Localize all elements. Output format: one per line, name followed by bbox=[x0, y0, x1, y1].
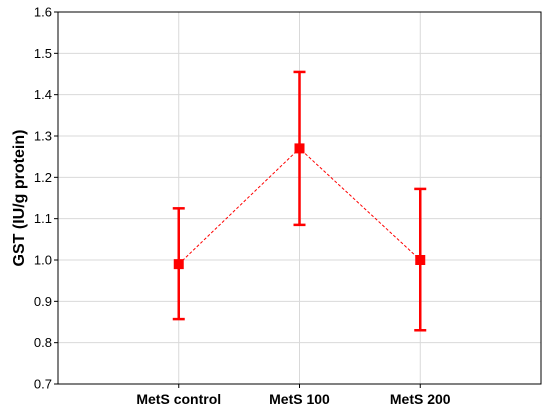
y-tick-label: 0.9 bbox=[34, 294, 52, 309]
axis-labels: 0.7 0.8 0.9 1.0 1.1 1.2 1.3 1.4 1.5 1.6 MetS contr… bbox=[34, 5, 451, 408]
y-tick-label: 1.6 bbox=[34, 5, 52, 20]
y-tick-label: 0.8 bbox=[34, 335, 52, 350]
y-tick-label: 1.4 bbox=[34, 87, 52, 102]
y-tick-label: 1.2 bbox=[34, 170, 52, 185]
data-point bbox=[173, 259, 184, 270]
x-tick-label: MetS control bbox=[136, 391, 221, 407]
data-point bbox=[294, 143, 305, 154]
y-axis-ticks bbox=[54, 11, 421, 388]
y-tick-label: 1.1 bbox=[34, 211, 52, 226]
y-tick-label: 0.7 bbox=[34, 377, 52, 392]
data-point bbox=[415, 255, 426, 265]
series bbox=[172, 70, 427, 332]
y-tick-label: 1.5 bbox=[34, 46, 52, 61]
y-tick-label: 1.0 bbox=[34, 253, 52, 268]
x-tick-label: MetS 200 bbox=[390, 391, 451, 407]
y-axis-title: GST (IU/g protein) bbox=[11, 130, 28, 267]
x-tick-label: MetS 100 bbox=[269, 391, 330, 407]
y-tick-label: 1.3 bbox=[34, 129, 52, 144]
